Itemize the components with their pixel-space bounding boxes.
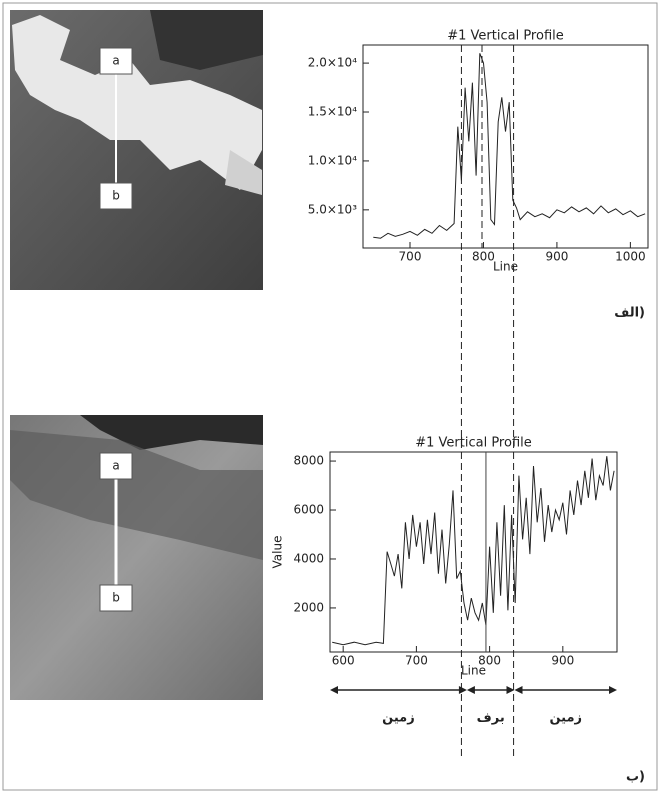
image-marker: a	[112, 459, 119, 473]
x-tick-label: 1000	[615, 250, 646, 264]
x-tick-label: 700	[399, 250, 422, 264]
x-tick-label: 900	[551, 654, 574, 668]
chart-title: #1 Vertical Profile	[415, 436, 532, 451]
satellite-image-top: a b	[10, 10, 263, 290]
panel-label: ب)	[626, 770, 645, 785]
profile-line	[373, 53, 646, 239]
image-marker: b	[112, 189, 120, 203]
y-tick-label: 4000	[293, 551, 324, 565]
image-marker: a	[112, 54, 119, 68]
x-tick-label: 900	[545, 250, 568, 264]
x-tick-label: 800	[478, 654, 501, 668]
y-tick-label: 2.0×10⁴	[308, 56, 357, 70]
y-axis-label: Value	[271, 536, 285, 569]
y-tick-label: 1.0×10⁴	[308, 153, 357, 167]
x-axis-label: Line	[493, 260, 518, 274]
satellite-image-bottom: a b	[10, 415, 263, 700]
panel-label: الف)	[614, 306, 645, 321]
y-tick-label: 8000	[293, 454, 324, 468]
y-tick-label: 6000	[293, 503, 324, 517]
image-marker: b	[112, 591, 120, 605]
plot-area	[362, 44, 649, 249]
region-label: برف	[477, 711, 505, 726]
x-tick-label: 800	[472, 250, 495, 264]
y-tick-label: 5.0×10³	[308, 202, 357, 216]
region-label: زمین	[382, 711, 415, 726]
profile-line	[332, 456, 615, 646]
x-axis-label: Line	[461, 664, 486, 678]
chart-title: #1 Vertical Profile	[447, 29, 564, 44]
x-tick-label: 600	[332, 654, 355, 668]
y-tick-label: 2000	[293, 600, 324, 614]
y-tick-label: 1.5×10⁴	[308, 105, 357, 119]
x-tick-label: 700	[405, 654, 428, 668]
plot-area	[329, 451, 618, 653]
region-label: زمین	[549, 711, 582, 726]
